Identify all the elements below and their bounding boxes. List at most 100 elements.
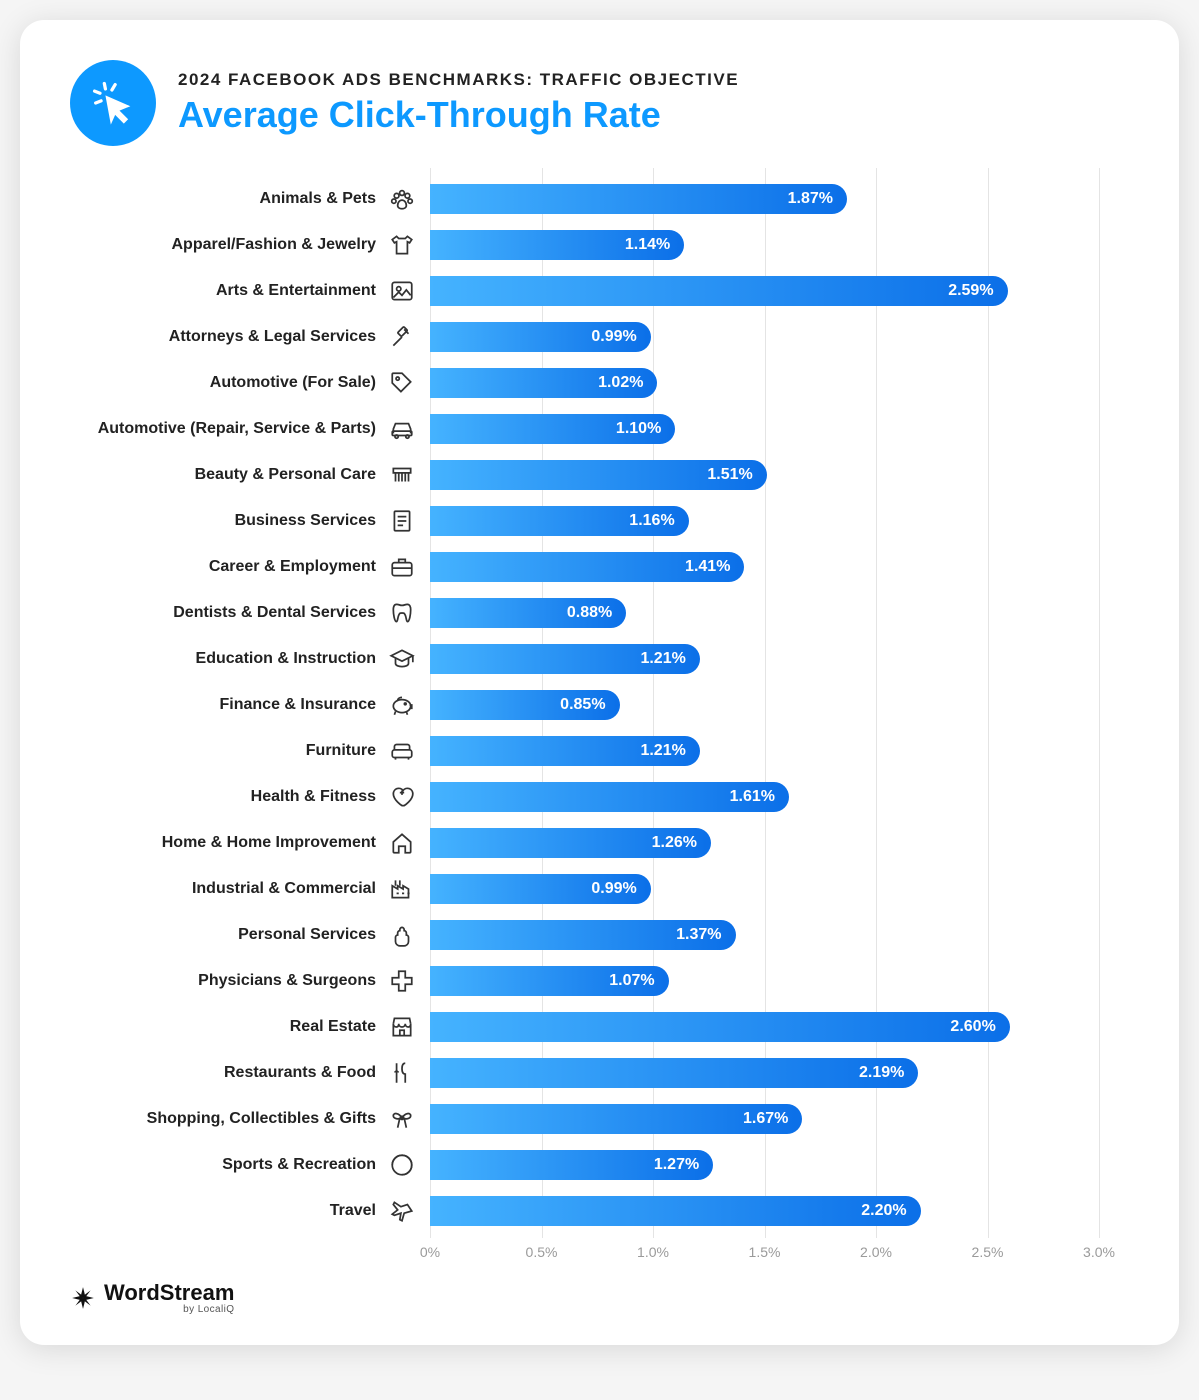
category-label: Industrial & Commercial	[192, 880, 376, 898]
page-title: Average Click-Through Rate	[178, 94, 739, 136]
bar: 1.26%	[430, 828, 711, 858]
bar-value: 2.59%	[948, 282, 1007, 300]
footer-brand: WordStream	[104, 1280, 234, 1306]
axis-tick-label: 0.5%	[526, 1244, 558, 1260]
axis-tick-label: 3.0%	[1083, 1244, 1115, 1260]
header-text: 2024 FACEBOOK ADS BENCHMARKS: TRAFFIC OB…	[178, 70, 739, 136]
row-left: Personal Services	[70, 921, 430, 949]
row-left: Restaurants & Food	[70, 1059, 430, 1087]
bar-chart: Animals & Pets1.87%Apparel/Fashion & Jew…	[70, 176, 1129, 1274]
category-label: Shopping, Collectibles & Gifts	[147, 1110, 376, 1128]
bar: 2.20%	[430, 1196, 921, 1226]
bar-value: 2.60%	[950, 1018, 1009, 1036]
bar-row: Career & Employment1.41%	[430, 544, 1099, 590]
bar-row: Animals & Pets1.87%	[430, 176, 1099, 222]
gradcap-icon	[388, 645, 416, 673]
cursor-click-icon	[70, 60, 156, 146]
category-label: Business Services	[235, 512, 376, 530]
bar-row: Real Estate2.60%	[430, 1004, 1099, 1050]
bar-value: 1.14%	[625, 236, 684, 254]
bar-row: Shopping, Collectibles & Gifts1.67%	[430, 1096, 1099, 1142]
bar-row: Physicians & Surgeons1.07%	[430, 958, 1099, 1004]
bar-row: Furniture1.21%	[430, 728, 1099, 774]
bar-value: 0.99%	[591, 880, 650, 898]
bar-value: 1.16%	[629, 512, 688, 530]
row-left: Industrial & Commercial	[70, 875, 430, 903]
bar-row: Restaurants & Food2.19%	[430, 1050, 1099, 1096]
category-label: Dentists & Dental Services	[173, 604, 376, 622]
bow-icon	[388, 1105, 416, 1133]
footer: WordStream by LocaliQ	[70, 1280, 1129, 1315]
row-left: Home & Home Improvement	[70, 829, 430, 857]
category-label: Finance & Insurance	[220, 696, 377, 714]
tshirt-icon	[388, 231, 416, 259]
bar: 0.85%	[430, 690, 620, 720]
category-label: Personal Services	[238, 926, 376, 944]
row-left: Animals & Pets	[70, 185, 430, 213]
bar: 0.88%	[430, 598, 626, 628]
row-left: Finance & Insurance	[70, 691, 430, 719]
bar: 1.14%	[430, 230, 684, 260]
row-left: Furniture	[70, 737, 430, 765]
bar-value: 1.67%	[743, 1110, 802, 1128]
bar: 1.21%	[430, 736, 700, 766]
home-icon	[388, 829, 416, 857]
bar: 1.51%	[430, 460, 767, 490]
category-label: Furniture	[306, 742, 376, 760]
bar: 1.16%	[430, 506, 689, 536]
bar-row: Industrial & Commercial0.99%	[430, 866, 1099, 912]
bar-value: 1.21%	[640, 650, 699, 668]
bar: 1.41%	[430, 552, 744, 582]
bar-row: Home & Home Improvement1.26%	[430, 820, 1099, 866]
x-axis: 0%0.5%1.0%1.5%2.0%2.5%3.0%	[430, 1244, 1099, 1264]
row-left: Shopping, Collectibles & Gifts	[70, 1105, 430, 1133]
row-left: Arts & Entertainment	[70, 277, 430, 305]
gavel-icon	[388, 323, 416, 351]
ball-icon	[388, 1151, 416, 1179]
bar: 0.99%	[430, 322, 651, 352]
bar-value: 2.20%	[861, 1202, 920, 1220]
axis-tick-label: 2.0%	[860, 1244, 892, 1260]
bar: 2.19%	[430, 1058, 918, 1088]
row-left: Automotive (For Sale)	[70, 369, 430, 397]
bar-value: 1.87%	[788, 190, 847, 208]
paw-icon	[388, 185, 416, 213]
bar: 1.10%	[430, 414, 675, 444]
medical-icon	[388, 967, 416, 995]
bar-row: Business Services1.16%	[430, 498, 1099, 544]
category-label: Beauty & Personal Care	[195, 466, 376, 484]
bar-value: 0.85%	[560, 696, 619, 714]
category-label: Restaurants & Food	[224, 1064, 376, 1082]
category-label: Career & Employment	[209, 558, 376, 576]
bar-value: 0.99%	[591, 328, 650, 346]
bar: 1.61%	[430, 782, 789, 812]
bar: 1.07%	[430, 966, 669, 996]
row-left: Real Estate	[70, 1013, 430, 1041]
row-left: Business Services	[70, 507, 430, 535]
bar: 1.67%	[430, 1104, 802, 1134]
bar-value: 1.10%	[616, 420, 675, 438]
bar-row: Personal Services1.37%	[430, 912, 1099, 958]
eyebrow: 2024 FACEBOOK ADS BENCHMARKS: TRAFFIC OB…	[178, 70, 739, 90]
category-label: Education & Instruction	[196, 650, 376, 668]
bar-row: Automotive (Repair, Service & Parts)1.10…	[430, 406, 1099, 452]
bar-value: 1.21%	[640, 742, 699, 760]
infographic-card: 2024 FACEBOOK ADS BENCHMARKS: TRAFFIC OB…	[20, 20, 1179, 1345]
sofa-icon	[388, 737, 416, 765]
bar-row: Automotive (For Sale)1.02%	[430, 360, 1099, 406]
bar-row: Education & Instruction1.21%	[430, 636, 1099, 682]
header: 2024 FACEBOOK ADS BENCHMARKS: TRAFFIC OB…	[70, 60, 1129, 146]
bar-value: 1.37%	[676, 926, 735, 944]
food-icon	[388, 1059, 416, 1087]
bar: 1.21%	[430, 644, 700, 674]
shop-icon	[388, 1013, 416, 1041]
comb-icon	[388, 461, 416, 489]
wordstream-logo-icon	[70, 1285, 96, 1311]
row-left: Apparel/Fashion & Jewelry	[70, 231, 430, 259]
bar-row: Beauty & Personal Care1.51%	[430, 452, 1099, 498]
bar: 1.02%	[430, 368, 657, 398]
axis-tick-label: 0%	[420, 1244, 440, 1260]
tooth-icon	[388, 599, 416, 627]
category-label: Real Estate	[290, 1018, 376, 1036]
bar-value: 1.51%	[707, 466, 766, 484]
